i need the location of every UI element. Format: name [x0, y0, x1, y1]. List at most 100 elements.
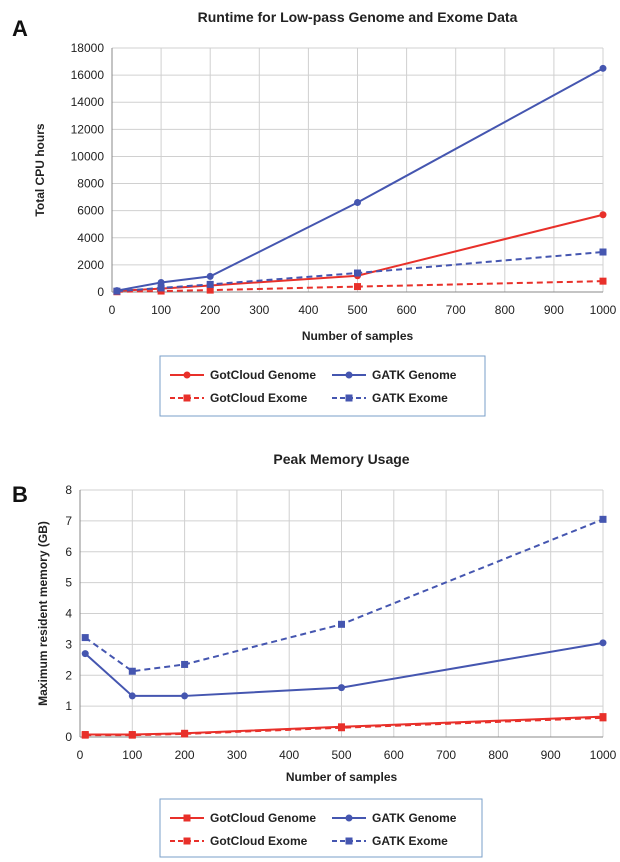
data-point: [81, 731, 89, 739]
x-tick-label: 700: [446, 303, 466, 317]
y-tick-label: 18000: [71, 41, 105, 55]
y-tick-label: 6000: [77, 204, 104, 218]
data-point: [81, 650, 89, 658]
x-tick-label: 400: [279, 748, 299, 762]
legend-label: GATK Exome: [372, 391, 448, 405]
series-gatk-exome: [113, 248, 607, 295]
panel-letter-a: A: [12, 16, 28, 41]
legend-item: GATK Genome: [332, 368, 457, 382]
y-tick-label: 10000: [71, 149, 105, 163]
data-point: [354, 269, 361, 277]
legend-swatch-marker: [183, 394, 191, 402]
x-tick-label: 0: [109, 303, 116, 317]
data-point: [128, 731, 136, 739]
y-tick-label: 2: [65, 668, 72, 682]
data-point: [113, 287, 121, 295]
data-point: [599, 64, 607, 72]
y-tick-label: 0: [65, 730, 72, 744]
legend-label: GATK Exome: [372, 834, 448, 848]
legend-label: GATK Genome: [372, 368, 457, 382]
chart-title: Peak Memory Usage: [273, 451, 409, 467]
chart-runtime: Runtime for Low-pass Genome and Exome Da…: [33, 9, 617, 417]
x-tick-label: 300: [249, 303, 269, 317]
data-point: [206, 272, 214, 280]
x-tick-label: 200: [175, 748, 195, 762]
x-axis-title: Number of samples: [302, 329, 414, 343]
y-tick-label: 16000: [71, 68, 105, 82]
x-axis-title: Number of samples: [286, 770, 398, 784]
legend-swatch-marker: [183, 837, 191, 845]
legend-item: GotCloud Exome: [170, 391, 308, 405]
data-point: [128, 692, 136, 700]
legend-box: [159, 798, 483, 858]
series-gatk-genome: [113, 64, 607, 295]
y-tick-label: 4000: [77, 231, 104, 245]
data-point: [157, 279, 165, 287]
chart-peak-memory: Peak Memory Usage 0 1 2 3 4 5 6 7 8 0 100 200 300 400 5…: [36, 451, 617, 858]
data-point: [354, 199, 361, 207]
legend-item: GATK Genome: [332, 811, 457, 825]
data-point: [128, 667, 136, 675]
y-tick-label: 8: [65, 483, 72, 497]
data-point: [599, 515, 607, 523]
y-axis-title: Maximum resident memory (GB): [36, 521, 50, 706]
x-tick-label: 800: [495, 303, 515, 317]
data-point: [599, 248, 607, 256]
legend-item: GotCloud Genome: [170, 368, 316, 382]
y-tick-label: 3: [65, 637, 72, 651]
legend-label: GotCloud Exome: [210, 391, 308, 405]
x-tick-label: 1000: [590, 748, 617, 762]
series-gotcloud-exome: [81, 714, 607, 739]
x-tick-label: 500: [331, 748, 351, 762]
data-point: [81, 634, 89, 642]
panel-letter-b: B: [12, 482, 28, 507]
data-point: [338, 620, 345, 628]
y-tick-label: 5: [65, 576, 72, 590]
x-tick-label: 900: [541, 748, 561, 762]
legend-item: GotCloud Genome: [170, 811, 316, 825]
y-tick-label: 0: [97, 285, 104, 299]
series-line-gatk-exome: [84, 518, 604, 673]
data-point: [338, 684, 345, 692]
data-point: [599, 277, 607, 285]
legend-label: GATK Genome: [372, 811, 457, 825]
legend: GotCloud Genome GATK Genome GotCloud Exome…: [159, 798, 483, 858]
data-point: [338, 724, 345, 732]
legend-item: GotCloud Exome: [170, 834, 308, 848]
series-gatk-genome: [81, 639, 607, 700]
x-tick-label: 400: [298, 303, 318, 317]
x-tick-label: 900: [544, 303, 564, 317]
x-tick-label: 700: [436, 748, 456, 762]
legend-item: GATK Exome: [332, 391, 448, 405]
legend-swatch-marker: [183, 371, 191, 379]
x-tick-label: 100: [151, 303, 171, 317]
y-tick-label: 2000: [77, 258, 104, 272]
y-tick-label: 1: [65, 699, 72, 713]
y-tick-label: 6: [65, 545, 72, 559]
panel-b: B Peak Memory Usage 0 1 2 3 4 5 6 7 8 0 100 200 300 40…: [0, 451, 620, 862]
y-tick-label: 14000: [71, 95, 105, 109]
data-point: [181, 660, 189, 668]
series-gatk-exome: [81, 515, 607, 675]
x-tick-label: 800: [488, 748, 508, 762]
legend-item: GATK Exome: [332, 834, 448, 848]
panel-a: A Runtime for Low-pass Genome and Exome …: [0, 0, 620, 425]
legend-swatch-marker: [345, 394, 353, 402]
legend-label: GotCloud Exome: [210, 834, 308, 848]
data-point: [599, 714, 607, 722]
x-tick-label: 600: [384, 748, 404, 762]
x-tick-label: 0: [77, 748, 84, 762]
legend-swatch-marker: [345, 814, 353, 822]
legend-swatch-marker: [183, 814, 191, 822]
data-point: [181, 730, 189, 738]
x-tick-label: 200: [200, 303, 220, 317]
data-point: [157, 284, 165, 292]
legend: GotCloud Genome GATK Genome GotCloud Exome…: [159, 355, 486, 417]
legend-swatch-marker: [345, 371, 353, 379]
legend-label: GotCloud Genome: [210, 811, 316, 825]
x-tick-label: 1000: [590, 303, 617, 317]
x-tick-label: 600: [397, 303, 417, 317]
x-tick-label: 300: [227, 748, 247, 762]
y-tick-label: 4: [65, 607, 72, 621]
data-point: [599, 639, 607, 647]
